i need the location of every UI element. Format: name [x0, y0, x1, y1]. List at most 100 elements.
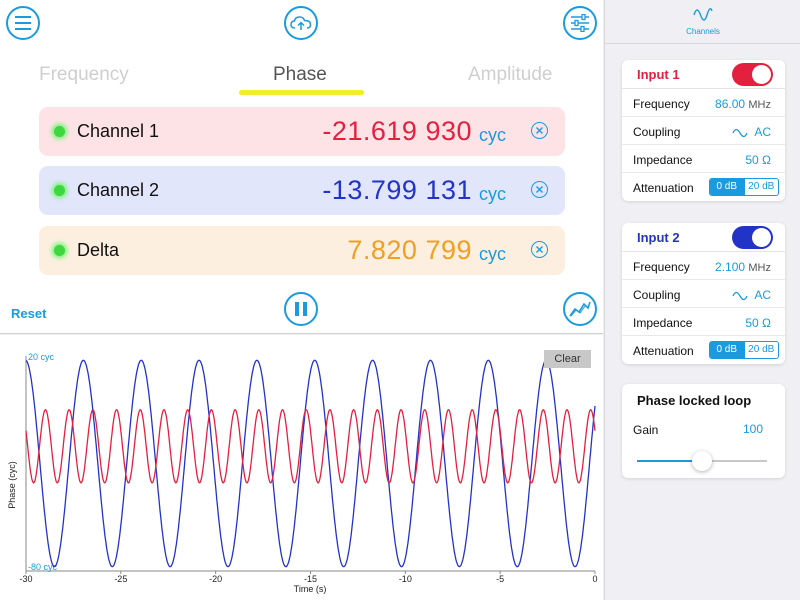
impedance-value[interactable]: 50 Ω — [745, 316, 771, 330]
attenuation-0db-option[interactable]: 0 dB — [710, 179, 744, 195]
cloud-upload-icon — [290, 16, 312, 30]
input-1-title: Input 1 — [622, 60, 785, 89]
input-1-toggle[interactable] — [732, 63, 773, 86]
delta-row: Delta 7.820 799 cyc — [39, 226, 565, 275]
frequency-label: Frequency — [633, 260, 690, 274]
phase-chart: 20 cyc -80 cyc Phase (cyc) Time (s) -30 -… — [7, 352, 598, 594]
input-2-title: Input 2 — [622, 223, 785, 252]
menu-icon — [15, 16, 31, 30]
upload-button[interactable] — [284, 6, 318, 40]
frequency-value[interactable]: 2.100 MHz — [715, 260, 771, 274]
frequency-value[interactable]: 86.00 MHz — [715, 97, 771, 111]
x-tick-label: -30 — [19, 574, 32, 584]
x-axis-title: Time (s) — [294, 584, 327, 594]
unit-label: cyc — [479, 125, 506, 145]
status-led-icon — [54, 126, 65, 137]
input-title-text: Input 2 — [637, 230, 680, 245]
frequency-label: Frequency — [633, 97, 690, 111]
tab-phase[interactable]: Phase — [273, 64, 327, 85]
attenuation-20db-option[interactable]: 20 dB — [743, 179, 779, 195]
pll-card: Phase locked loop Gain 100 — [622, 384, 785, 478]
impedance-row: Impedance 50 Ω — [622, 145, 785, 173]
menu-button[interactable] — [6, 6, 40, 40]
toggle-knob — [752, 65, 771, 84]
ac-wave-icon — [732, 291, 748, 300]
toggle-knob — [752, 228, 771, 247]
phase-value: 7.820 799 — [347, 235, 472, 265]
sine-wave-icon — [693, 8, 713, 21]
gain-label: Gain — [633, 423, 659, 437]
channel-2-row: Channel 2 -13.799 131 cyc — [39, 166, 565, 215]
y-top-label: 20 cyc — [28, 352, 55, 362]
coupling-row: Coupling AC — [622, 280, 785, 308]
sliders-icon — [571, 14, 589, 32]
attenuation-row: Attenuation 0 dB 20 dB — [622, 173, 785, 201]
row-label: Channel 1 — [77, 121, 160, 141]
channels-tab-label: Channels — [686, 27, 720, 36]
attenuation-segmented-control: 0 dB 20 dB — [709, 341, 779, 359]
gain-value[interactable]: 100 — [742, 422, 763, 436]
unit-label: cyc — [479, 184, 506, 204]
impedance-value[interactable]: 50 Ω — [745, 153, 771, 167]
x-tick-label: 0 — [592, 574, 597, 584]
impedance-label: Impedance — [633, 153, 693, 167]
gain-slider-handle[interactable] — [692, 451, 712, 471]
coupling-text: AC — [754, 288, 771, 302]
attenuation-segmented-control: 0 dB 20 dB — [709, 178, 779, 196]
attenuation-0db-option[interactable]: 0 dB — [710, 342, 744, 358]
attenuation-row: Attenuation 0 dB 20 dB — [622, 336, 785, 364]
gain-slider-fill — [637, 460, 702, 462]
channel-2-series-line — [25, 359, 596, 568]
close-icon[interactable] — [531, 181, 548, 198]
tab-frequency[interactable]: Frequency — [39, 64, 129, 85]
clear-button[interactable]: Clear — [544, 350, 591, 368]
pause-icon — [295, 302, 307, 316]
gain-slider-track[interactable] — [637, 451, 767, 471]
y-bottom-label: -80 cyc — [28, 562, 58, 572]
close-icon[interactable] — [531, 122, 548, 139]
coupling-label: Coupling — [633, 288, 681, 302]
tab-bar: Frequency Phase Amplitude — [0, 64, 603, 104]
unit-label: cyc — [479, 244, 506, 264]
x-tick-label: -15 — [304, 574, 317, 584]
impedance-row: Impedance 50 Ω — [622, 308, 785, 336]
reset-button[interactable]: Reset — [11, 306, 47, 321]
channel-1-row: Channel 1 -21.619 930 cyc — [39, 107, 565, 156]
coupling-value[interactable]: AC — [732, 125, 771, 139]
status-led-icon — [54, 245, 65, 256]
close-icon[interactable] — [531, 241, 548, 258]
input-2-toggle[interactable] — [732, 226, 773, 249]
y-axis-title: Phase (cyc) — [7, 461, 17, 509]
frequency-number: 2.100 — [715, 260, 746, 274]
phase-value: -21.619 930 — [322, 116, 472, 146]
channels-tab[interactable]: Channels — [605, 0, 800, 44]
coupling-row: Coupling AC — [622, 117, 785, 145]
frequency-unit: MHz — [748, 262, 771, 274]
channel-1-series-line — [25, 409, 596, 484]
frequency-row: Frequency 2.100 MHz — [622, 252, 785, 280]
phase-value: -13.799 131 — [322, 175, 472, 205]
active-tab-indicator — [239, 90, 364, 95]
row-label: Channel 2 — [77, 180, 160, 200]
input-2-card: Input 2 Frequency 2.100 MHz Coupling AC … — [622, 223, 785, 364]
row-label: Delta — [77, 240, 120, 260]
main-panel: Frequency Phase Amplitude Channel 1 -21.… — [0, 0, 603, 334]
attenuation-label: Attenuation — [633, 344, 694, 358]
frequency-unit: MHz — [748, 99, 771, 111]
input-1-card: Input 1 Frequency 86.00 MHz Coupling AC … — [622, 60, 785, 201]
settings-button[interactable] — [563, 6, 597, 40]
graph-button[interactable] — [563, 292, 597, 326]
input-title-text: Input 1 — [637, 67, 680, 82]
ac-wave-icon — [732, 128, 748, 137]
attenuation-label: Attenuation — [633, 181, 694, 195]
x-tick-label: -10 — [399, 574, 412, 584]
x-tick-label: -20 — [209, 574, 222, 584]
pll-title: Phase locked loop — [637, 393, 752, 408]
x-tick-label: -25 — [114, 574, 127, 584]
coupling-label: Coupling — [633, 125, 681, 139]
status-led-icon — [54, 185, 65, 196]
attenuation-20db-option[interactable]: 20 dB — [743, 342, 779, 358]
coupling-value[interactable]: AC — [732, 288, 771, 302]
tab-amplitude[interactable]: Amplitude — [468, 64, 553, 85]
pause-button[interactable] — [284, 292, 318, 326]
